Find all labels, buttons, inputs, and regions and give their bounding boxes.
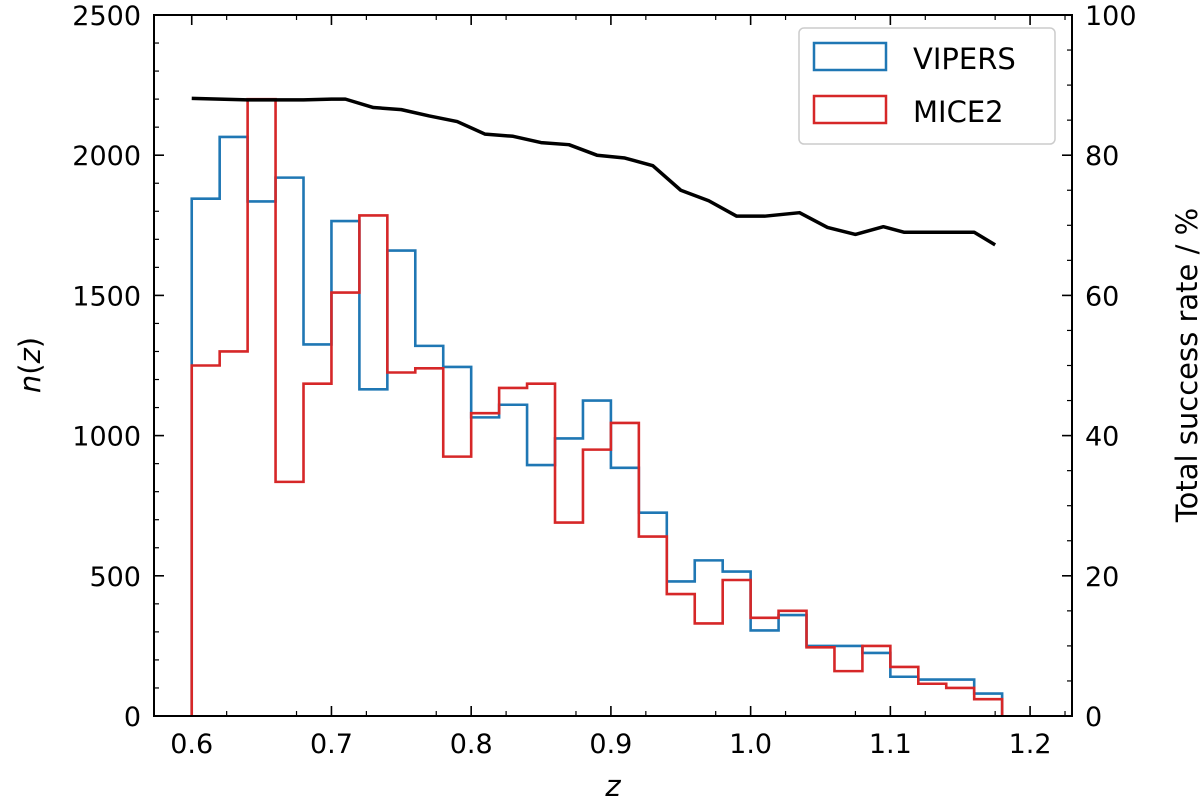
- y-tick-label-3: 1500: [72, 281, 141, 312]
- y2-tick-label-1: 20: [1085, 562, 1119, 593]
- plot-frame: [153, 14, 1073, 717]
- x-tick-label-1: 0.7: [310, 729, 353, 760]
- y-axis-title-variable: z: [13, 347, 47, 364]
- y2-tick-label-5: 100: [1085, 1, 1137, 32]
- y2-tick-label-4: 80: [1085, 141, 1119, 172]
- x-tick-label-6: 1.2: [1009, 729, 1052, 760]
- legend: VIPERS MICE2: [798, 27, 1056, 145]
- y-tick-label-0: 0: [124, 702, 141, 733]
- histogram-mice2: [190, 97, 1004, 716]
- x-tick-label-0: 0.6: [170, 729, 213, 760]
- y2-tick-label-3: 60: [1085, 281, 1119, 312]
- y-tick-label-4: 2000: [72, 141, 141, 172]
- success-rate-line: [191, 96, 997, 247]
- y2-tick-label-0: 0: [1085, 702, 1102, 733]
- y-axis-title-symbol: n: [13, 375, 47, 393]
- x-tick-label-2: 0.8: [450, 729, 493, 760]
- legend-swatch-vipers: [812, 41, 888, 72]
- series-layer: [190, 96, 1004, 716]
- legend-box: [798, 27, 1056, 145]
- ticks-layer: 0.6 0.7 0.8 0.9 1.0 1.1 1.20500100015002000250…: [72, 1, 1136, 760]
- y-tick-label-1: 500: [89, 562, 141, 593]
- y2-axis-title: Total success rate / %: [1170, 208, 1200, 523]
- x-tick-label-4: 1.0: [729, 729, 772, 760]
- legend-swatch-mice2: [812, 94, 888, 125]
- x-tick-label-3: 0.9: [589, 729, 632, 760]
- x-tick-label-5: 1.1: [869, 729, 912, 760]
- x-axis-title: z: [604, 769, 621, 803]
- y-axis-title: n(z): [13, 337, 47, 393]
- y-tick-label-5: 2500: [72, 1, 141, 32]
- legend-label-mice2: MICE2: [913, 95, 1004, 129]
- y2-tick-label-2: 40: [1085, 422, 1119, 453]
- y-tick-label-2: 1000: [72, 422, 141, 453]
- legend-label-vipers: VIPERS: [913, 42, 1016, 76]
